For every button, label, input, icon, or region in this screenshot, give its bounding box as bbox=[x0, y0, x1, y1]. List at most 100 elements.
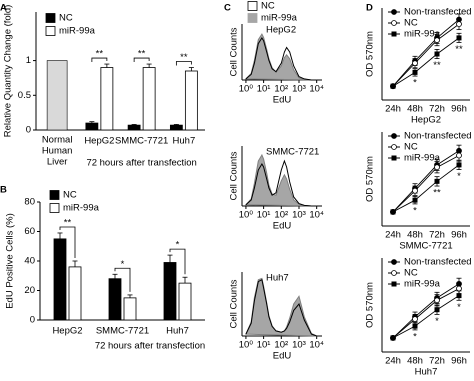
x-tick-label: 96h bbox=[451, 356, 467, 367]
marker bbox=[412, 69, 418, 75]
x-tick-label: 10³ bbox=[292, 210, 306, 221]
x-tick-label: Human bbox=[42, 146, 73, 157]
legend-label: Non-transfected bbox=[404, 7, 472, 18]
bar bbox=[68, 266, 82, 321]
marker bbox=[391, 270, 397, 276]
x-tick-label: 10³ bbox=[292, 84, 306, 95]
marker bbox=[456, 162, 462, 168]
x-tick-label: Normal bbox=[42, 135, 73, 146]
x-tick-label: 10³ bbox=[292, 340, 306, 351]
x-tick-label: 10¹ bbox=[257, 340, 271, 351]
x-tick-label: SMMC-7721 bbox=[115, 136, 168, 147]
y-tick-label: 80 bbox=[24, 197, 35, 208]
bar bbox=[127, 124, 141, 131]
x-tick-label: 24h bbox=[385, 230, 401, 241]
marker bbox=[412, 187, 418, 194]
x-tick-label: 72h bbox=[429, 104, 445, 115]
x-tick-label: HepG2 bbox=[52, 326, 82, 337]
legend-swatch bbox=[49, 203, 60, 213]
x-tick-label: 10⁴ bbox=[309, 340, 324, 351]
significance-label: * bbox=[457, 302, 461, 313]
x-tick-label: 10² bbox=[274, 84, 288, 95]
marker bbox=[412, 197, 418, 203]
x-tick-label: 24h bbox=[385, 356, 401, 367]
x-tick-label: SMMC-7721 bbox=[96, 326, 149, 337]
histogram-area bbox=[244, 33, 317, 81]
marker bbox=[390, 83, 396, 89]
marker bbox=[391, 20, 397, 26]
bar bbox=[100, 67, 114, 131]
legend-swatch bbox=[49, 190, 60, 200]
marker bbox=[391, 31, 397, 37]
legend-swatch bbox=[45, 13, 56, 23]
x-tick-label: 10⁰ bbox=[239, 84, 254, 95]
marker bbox=[391, 155, 397, 161]
x-tick-label: 10² bbox=[274, 340, 288, 351]
x-tick-label: 96h bbox=[451, 230, 467, 241]
panel-letter: C bbox=[224, 3, 231, 14]
x-tick-label: 10² bbox=[274, 210, 288, 221]
sample-label: Huh7 bbox=[266, 273, 289, 284]
marker bbox=[456, 285, 462, 292]
bar bbox=[108, 278, 122, 321]
significance-label: ** bbox=[455, 44, 463, 55]
x-axis-label: 72 hours after transfection bbox=[86, 158, 196, 169]
bar bbox=[169, 124, 183, 131]
sample-label: HepG2 bbox=[266, 25, 296, 36]
marker bbox=[412, 316, 418, 323]
y-tick-label: 1 bbox=[26, 55, 31, 66]
y-axis-label: OD 570nm bbox=[365, 31, 376, 77]
marker bbox=[391, 133, 397, 139]
y-axis-label: OD 570nm bbox=[365, 282, 376, 328]
legend-label: miR-99a bbox=[59, 26, 96, 37]
panel-letter: D bbox=[366, 3, 373, 14]
marker bbox=[412, 323, 418, 329]
legend-label: NC bbox=[59, 13, 73, 24]
significance-label: * bbox=[457, 171, 461, 182]
legend-swatch bbox=[45, 26, 56, 36]
significance-label: ** bbox=[433, 60, 441, 71]
marker bbox=[434, 297, 440, 304]
line bbox=[392, 164, 460, 213]
x-tick-label: 10⁴ bbox=[309, 84, 324, 95]
significance-label: * bbox=[176, 240, 180, 251]
y-tick-label: 20 bbox=[24, 285, 35, 296]
legend-label: NC bbox=[261, 1, 275, 12]
line bbox=[392, 19, 460, 87]
x-tick-label: Huh7 bbox=[173, 136, 196, 147]
legend-label: NC bbox=[404, 142, 418, 153]
significance-label: * bbox=[121, 259, 125, 270]
legend-swatch bbox=[247, 1, 258, 11]
legend-label: NC bbox=[63, 190, 77, 201]
line bbox=[392, 283, 460, 339]
y-axis-label: Cell Counts bbox=[229, 279, 240, 328]
x-tick-label: Huh7 bbox=[166, 326, 189, 337]
marker bbox=[456, 35, 462, 41]
marker bbox=[434, 164, 440, 171]
legend-label: miR-99a bbox=[261, 13, 298, 24]
marker bbox=[434, 51, 440, 57]
x-tick-label: 96h bbox=[451, 104, 467, 115]
legend-label: NC bbox=[404, 268, 418, 279]
y-axis-label: EdU Positive Cells (%) bbox=[5, 213, 16, 309]
significance-bracket bbox=[114, 267, 131, 292]
x-axis-label: Huh7 bbox=[415, 367, 438, 378]
histogram-outline bbox=[245, 37, 317, 81]
x-tick-label: 72h bbox=[429, 230, 445, 241]
x-tick-label: 10¹ bbox=[257, 84, 271, 95]
sample-label: SMMC-7721 bbox=[266, 147, 319, 158]
significance-label: ** bbox=[96, 49, 104, 60]
line bbox=[392, 155, 460, 213]
bar bbox=[53, 238, 67, 321]
reference-bar bbox=[46, 60, 68, 131]
marker bbox=[390, 209, 396, 215]
histogram-outline bbox=[245, 278, 317, 337]
marker bbox=[391, 144, 397, 150]
marker bbox=[434, 307, 440, 313]
marker bbox=[391, 259, 397, 265]
x-axis-label: 72 hours after transfection bbox=[95, 341, 205, 352]
bar bbox=[123, 297, 137, 321]
bar bbox=[142, 67, 156, 131]
legend-label: miR-99a bbox=[63, 203, 100, 214]
